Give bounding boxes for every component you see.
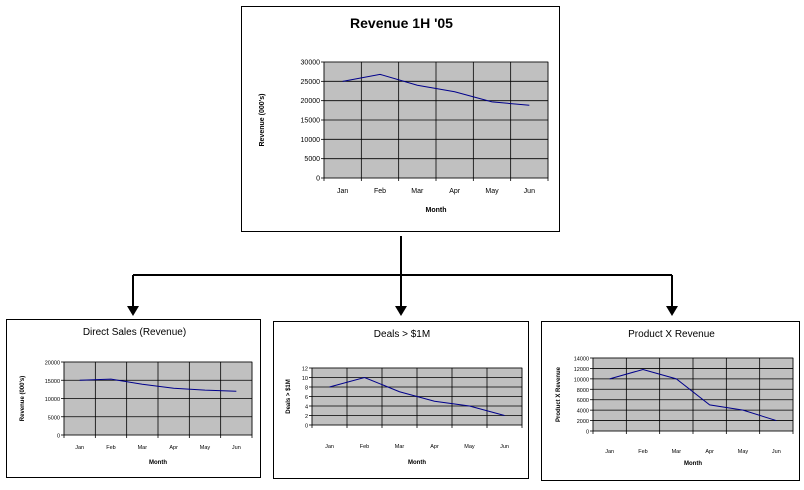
x-axis-label: Month [426,207,447,214]
y-tick-label: 5000 [304,156,320,163]
y-tick-label: 25000 [301,79,321,86]
x-tick-label: Jan [75,445,84,451]
y-tick-label: 2 [305,414,308,420]
direct-sales-chart: Direct Sales (Revenue) 0 5000 10000 15000 200… [20,327,253,466]
y-axis-label: Revenue (000's) [20,376,26,421]
x-tick-label: Jan [337,188,348,195]
x-tick-label: Jun [524,188,535,195]
y-tick-label: 0 [57,434,60,440]
y-tick-label: 8000 [577,388,589,394]
x-tick-label: Jan [605,449,614,455]
y-tick-label: 20000 [301,98,321,105]
y-tick-label: 10000 [574,377,589,383]
y-tick-label: 15000 [45,379,60,385]
y-tick-label: 15000 [301,118,321,125]
y-tick-label: 20000 [45,361,60,367]
x-tick-label: Jun [500,444,509,450]
product-x-chart: Product X Revenue 0 2000 4000 6000 8000 10000 1… [556,329,794,467]
y-tick-label: 12000 [574,367,589,373]
y-axis-label: Deals > $1M [286,379,292,414]
y-tick-label: 0 [316,176,320,183]
y-tick-label: 4 [305,405,308,411]
series-line [342,73,530,106]
x-tick-label: Jun [772,449,781,455]
y-tick-label: 0 [305,424,308,430]
y-tick-label: 10000 [301,137,321,144]
chart-title: Direct Sales (Revenue) [83,327,186,338]
series-line [79,378,237,392]
deals-chart-panel: Deals > $1M 0 2 4 6 8 10 12 Jan Feb Mar Apr May Jun Mo… [273,321,529,479]
x-tick-label: Apr [169,445,178,451]
main-revenue-chart-panel: Revenue 1H '05 0 5000 10000 15000 20000 25000 3… [241,6,560,232]
deals-chart: Deals > $1M 0 2 4 6 8 10 12 Jan Feb Mar Apr May Jun Mo… [286,329,523,466]
x-tick-label: May [200,445,211,451]
x-axis-label: Month [149,460,167,466]
x-tick-label: Apr [430,444,439,450]
x-tick-label: Mar [672,449,682,455]
y-tick-label: 5000 [48,415,60,421]
y-tick-label: 0 [586,430,589,436]
arrowhead-right [666,306,678,316]
x-tick-label: Feb [638,449,647,455]
y-axis-label: Product X Revenue [556,366,562,422]
x-tick-label: Mar [138,445,148,451]
main-revenue-chart: Revenue 1H '05 0 5000 10000 15000 20000 25000 3… [259,15,549,214]
x-tick-label: May [464,444,475,450]
y-tick-label: 2000 [577,419,589,425]
x-tick-label: Jun [232,445,241,451]
y-tick-label: 14000 [574,357,589,363]
x-tick-label: Feb [374,188,386,195]
x-tick-label: Apr [449,188,461,195]
y-tick-label: 10 [302,376,308,382]
y-tick-label: 8 [305,386,308,392]
arrowhead-left [127,306,139,316]
x-tick-label: Mar [411,188,424,195]
x-tick-label: Mar [395,444,405,450]
x-tick-label: May [738,449,749,455]
y-tick-label: 6 [305,395,308,401]
arrowhead-center [395,306,407,316]
y-axis-label: Revenue (000's) [259,93,266,146]
x-tick-label: Feb [106,445,115,451]
x-tick-label: Apr [705,449,714,455]
y-tick-label: 30000 [301,60,321,67]
product-x-chart-panel: Product X Revenue 0 2000 4000 6000 8000 10000 1… [541,321,800,481]
direct-sales-chart-panel: Direct Sales (Revenue) 0 5000 10000 15000 200… [6,319,261,478]
x-axis-label: Month [684,461,702,467]
x-tick-label: Feb [360,444,369,450]
series-line [329,376,505,416]
chart-title: Revenue 1H '05 [350,15,453,31]
y-tick-label: 4000 [577,409,589,415]
x-axis-label: Month [408,460,426,466]
x-tick-label: May [485,188,499,195]
x-tick-label: Jan [325,444,334,450]
series-line [609,368,777,422]
y-tick-label: 12 [302,367,308,373]
chart-title: Deals > $1M [374,329,430,340]
chart-title: Product X Revenue [628,329,715,340]
y-tick-label: 10000 [45,397,60,403]
y-tick-label: 6000 [577,398,589,404]
